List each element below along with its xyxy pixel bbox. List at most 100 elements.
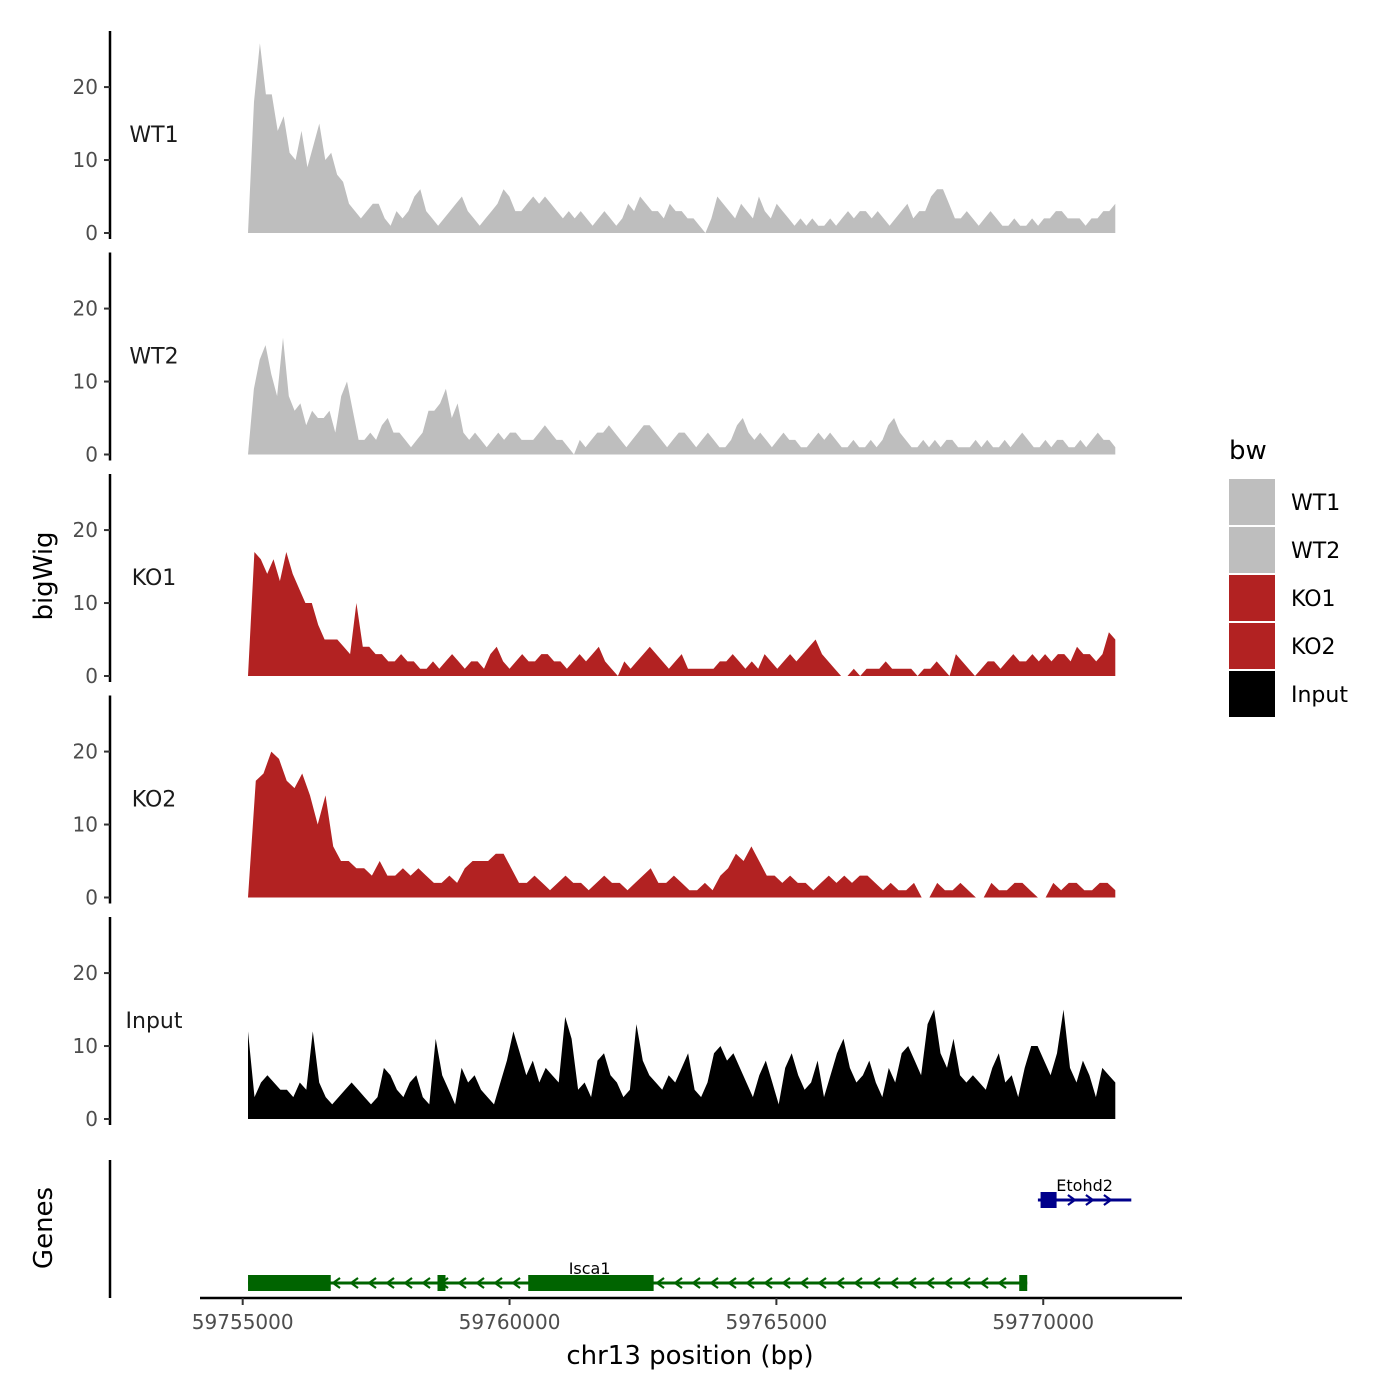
y-tick-label: 10 (73, 591, 98, 615)
strand-arrow (691, 1277, 701, 1289)
panel-ko2: 0 10 20 KO2 (73, 695, 1116, 910)
y-tick-label: 0 (85, 664, 98, 688)
area-ko1 (248, 552, 1116, 676)
panel-input: 0 10 20 Input (73, 917, 1116, 1131)
gene-exon (1019, 1275, 1028, 1291)
x-tick-label: 59770000 (992, 1310, 1094, 1334)
x-tick-label: 59755000 (192, 1310, 294, 1334)
legend: bw WT1 WT2 KO1 KO2 Input (1229, 436, 1348, 717)
panel-label-ko2: KO2 (132, 788, 177, 813)
strand-arrow (1103, 1194, 1113, 1206)
y-tick-label: 10 (73, 813, 98, 837)
legend-item-input: Input (1229, 671, 1348, 717)
strand-arrow (475, 1277, 485, 1289)
y-tick-label: 10 (73, 148, 98, 172)
strand-arrow (403, 1277, 413, 1289)
strand-arrow (709, 1277, 719, 1289)
strand-arrow (907, 1277, 917, 1289)
signal-panels: 0 10 20 WT1 0 10 20 WT2 0 10 20 KO1 0 10 20 KO2 0 10 20 Inp… (73, 31, 1116, 1131)
legend-item-ko1: KO1 (1229, 575, 1336, 621)
gene-exon (248, 1275, 331, 1291)
area-wt2 (248, 337, 1116, 455)
genes-axis-title: Genes (29, 1187, 59, 1269)
y-tick-label: 0 (85, 886, 98, 910)
strand-arrow (727, 1277, 737, 1289)
strand-arrow (367, 1277, 377, 1289)
y-tick-label: 10 (73, 370, 98, 394)
strand-arrow (655, 1277, 665, 1289)
y-tick-label: 20 (73, 518, 98, 542)
strand-arrow (925, 1277, 935, 1289)
strand-arrow (763, 1277, 773, 1289)
x-tick-label: 59765000 (725, 1310, 827, 1334)
legend-swatch (1229, 575, 1275, 621)
y-tick-label: 0 (85, 443, 98, 467)
y-axis-title: bigWig (29, 531, 59, 620)
x-tick-label: 59760000 (459, 1310, 561, 1334)
strand-arrow (781, 1277, 791, 1289)
legend-title: bw (1229, 436, 1267, 466)
legend-label: Input (1291, 683, 1348, 708)
panel-wt2: 0 10 20 WT2 (73, 252, 1116, 467)
area-input (248, 1009, 1116, 1119)
gene-exon (1040, 1192, 1057, 1208)
gene-isca1: Isca1 (248, 1259, 1028, 1291)
legend-label: WT1 (1291, 491, 1340, 516)
panel-label-wt1: WT1 (129, 123, 178, 148)
legend-swatch (1229, 527, 1275, 573)
strand-arrow (943, 1277, 953, 1289)
gene-exon (437, 1275, 446, 1291)
x-axis-title: chr13 position (bp) (566, 1341, 813, 1371)
y-tick-label: 0 (85, 221, 98, 245)
strand-arrow (1085, 1194, 1095, 1206)
strand-arrow (331, 1277, 341, 1289)
strand-arrow (511, 1277, 521, 1289)
y-tick-label: 20 (73, 297, 98, 321)
legend-item-ko2: KO2 (1229, 623, 1336, 669)
gene-track: Isca1 Etohd2 (108, 1160, 1132, 1298)
y-tick-label: 0 (85, 1107, 98, 1131)
legend-label: WT2 (1291, 539, 1340, 564)
panel-wt1: 0 10 20 WT1 (73, 31, 1116, 245)
y-tick-label: 20 (73, 740, 98, 764)
strand-arrow (673, 1277, 683, 1289)
legend-swatch (1229, 671, 1275, 717)
strand-arrow (745, 1277, 755, 1289)
strand-arrow (799, 1277, 809, 1289)
legend-item-wt1: WT1 (1229, 479, 1340, 525)
area-ko2 (248, 751, 1116, 898)
strand-arrow (493, 1277, 503, 1289)
strand-arrow (979, 1277, 989, 1289)
legend-label: KO2 (1291, 635, 1336, 660)
strand-arrow (997, 1277, 1007, 1289)
strand-arrow (457, 1277, 467, 1289)
panel-ko1: 0 10 20 KO1 (73, 474, 1116, 688)
strand-arrow (853, 1277, 863, 1289)
legend-swatch (1229, 479, 1275, 525)
legend-item-wt2: WT2 (1229, 527, 1340, 573)
gene-label: Isca1 (569, 1259, 611, 1278)
gene-label: Etohd2 (1056, 1176, 1113, 1195)
y-tick-label: 10 (73, 1034, 98, 1058)
strand-arrow (889, 1277, 899, 1289)
legend-label: KO1 (1291, 587, 1336, 612)
panel-label-wt2: WT2 (129, 345, 178, 370)
strand-arrow (961, 1277, 971, 1289)
strand-arrow (421, 1277, 431, 1289)
x-axis: 59755000 59760000 59765000 59770000 (192, 1296, 1182, 1334)
legend-swatch (1229, 623, 1275, 669)
y-tick-label: 20 (73, 75, 98, 99)
gene-etohd2: Etohd2 (1037, 1176, 1132, 1208)
panel-label-ko1: KO1 (132, 566, 177, 591)
strand-arrow (385, 1277, 395, 1289)
strand-arrow (817, 1277, 827, 1289)
strand-arrow (835, 1277, 845, 1289)
strand-arrow (1067, 1194, 1077, 1206)
strand-arrow (871, 1277, 881, 1289)
y-tick-label: 20 (73, 961, 98, 985)
panel-label-input: Input (126, 1009, 183, 1034)
gene-exon (528, 1275, 654, 1291)
strand-arrow (349, 1277, 359, 1289)
area-wt1 (248, 43, 1116, 233)
